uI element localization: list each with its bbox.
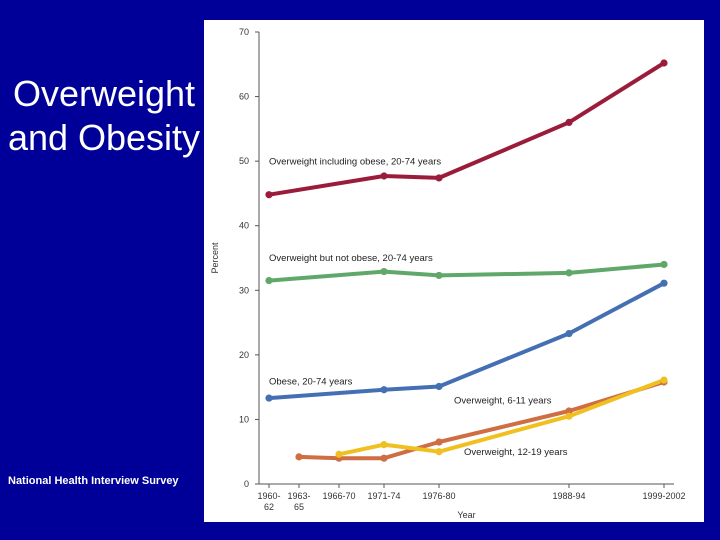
data-point-series-4 <box>380 441 388 449</box>
data-point-series-0 <box>565 118 573 126</box>
x-tick-label-line2: 62 <box>264 502 274 512</box>
data-point-series-2 <box>435 382 443 391</box>
data-point-series-0 <box>435 174 443 182</box>
data-point-series-3 <box>295 453 303 461</box>
x-tick-label: 1988-94 <box>552 491 585 501</box>
data-point-series-1 <box>565 269 573 277</box>
data-point-series-0 <box>265 191 273 199</box>
series-label-4: Overweight, 12-19 years <box>464 447 568 458</box>
y-tick-label: 10 <box>239 414 249 424</box>
data-point-series-3 <box>435 438 443 446</box>
series-label-1: Overweight but not obese, 20-74 years <box>269 253 433 264</box>
data-point-series-1 <box>265 277 273 285</box>
data-point-series-4 <box>435 448 443 456</box>
y-tick-label: 50 <box>239 156 249 166</box>
series-line-1 <box>267 262 666 283</box>
series-label-3: Overweight, 6-11 years <box>454 395 552 406</box>
data-point-series-3 <box>565 407 573 415</box>
y-tick-label: 60 <box>239 92 249 102</box>
series-label-0: Overweight including obese, 20-74 years <box>269 156 441 167</box>
series-points <box>265 59 668 462</box>
series-label-2: Obese, 20-74 years <box>269 377 353 388</box>
series-labels: Overweight including obese, 20-74 years O… <box>269 156 568 458</box>
data-point-series-1 <box>380 267 388 276</box>
x-tick-label: 1963- <box>287 491 310 501</box>
data-point-series-2 <box>265 394 273 402</box>
y-tick-label: 70 <box>239 27 249 37</box>
axes: 0 10 20 30 40 50 60 70 1960-62 1963-65 1966-70 1971… <box>210 27 686 520</box>
data-point-series-0 <box>380 172 388 180</box>
data-point-series-0 <box>660 59 668 67</box>
data-point-series-2 <box>380 386 388 394</box>
data-point-series-1 <box>660 260 668 269</box>
x-tick-label: 1971-74 <box>367 491 400 501</box>
data-point-series-2 <box>565 329 573 338</box>
x-tick-label-line2: 65 <box>294 502 304 512</box>
x-tick-label: 1960- <box>257 491 280 501</box>
slide-title-line-2: and Obesity <box>7 117 201 158</box>
y-tick-label: 0 <box>244 479 249 489</box>
data-point-series-4 <box>335 450 343 458</box>
slide-title: Overweight and Obesity <box>2 72 206 160</box>
source-note: National Health Interview Survey <box>8 475 179 487</box>
x-axis-title: Year <box>457 510 475 520</box>
data-point-series-3 <box>380 454 388 462</box>
data-point-series-4 <box>565 412 573 420</box>
chart-panel: 0 10 20 30 40 50 60 70 1960- 62 1963- 65 1966-70 1971… <box>204 20 704 522</box>
y-tick-label: 20 <box>239 350 249 360</box>
y-tick-label: 40 <box>239 221 249 231</box>
x-tick-label: 1976-80 <box>422 491 455 501</box>
y-axis-title: Percent <box>210 242 220 274</box>
x-tick-label: 1999-2002 <box>642 491 685 501</box>
line-chart: 0 10 20 30 40 50 60 70 1960-62 1963-65 1966-70 1971… <box>210 27 686 520</box>
slide-title-line-1: Overweight <box>12 73 196 114</box>
data-point-series-4 <box>660 376 668 384</box>
x-tick-label: 1966-70 <box>322 491 355 501</box>
data-point-series-1 <box>435 271 443 280</box>
series-line-0 <box>267 61 666 197</box>
data-point-series-2 <box>660 279 668 287</box>
y-tick-label: 30 <box>239 285 249 295</box>
